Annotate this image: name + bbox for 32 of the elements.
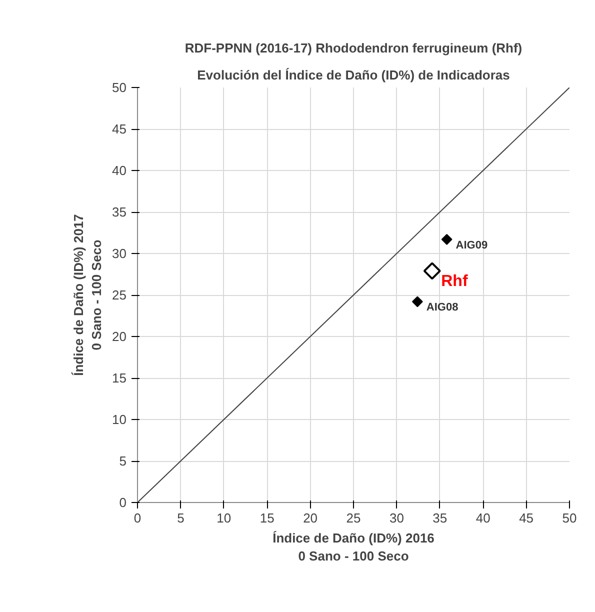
y-tick-label: 30 (112, 246, 127, 261)
x-tick-label: 20 (303, 510, 318, 526)
x-axis-title: Índice de Daño (ID%) 2016 0 Sano - 100 Seco (272, 530, 434, 564)
series-label: Rhf (441, 272, 468, 290)
x-tick-label: 0 (134, 510, 142, 526)
y-tick-label: 5 (119, 454, 127, 468)
y-tick-label: 40 (112, 163, 127, 178)
point (412, 296, 423, 308)
y-tick-label: 50 (112, 80, 127, 95)
x-tick-label: 50 (562, 510, 577, 526)
x-tick-label: 5 (177, 510, 184, 526)
y-tick-label: 25 (112, 288, 127, 302)
y-tick-label: 35 (112, 204, 127, 220)
point (423, 262, 441, 280)
x-tick-label: 45 (519, 510, 534, 526)
y-tick-label: 15 (112, 370, 127, 386)
series-label: AIG09 (456, 239, 488, 252)
y-tick-label: 0 (119, 495, 127, 510)
chart-title: RDF-PPNN (2016-17) Rhododendron ferrugineum (Rhf) (184, 40, 522, 56)
x-tick-label: 40 (476, 510, 490, 526)
x-tick-label: 30 (389, 510, 404, 526)
point (441, 234, 452, 245)
y-tick-label: 45 (112, 122, 127, 136)
chart-subtitle: Evolución del Índice de Daño (ID%) de Indicadoras (197, 68, 510, 82)
y-axis-title: Índice de Daño (ID%) 2017 0 Sano - 100 Seco (71, 214, 104, 376)
x-tick-label: 10 (216, 510, 232, 526)
y-tick-label: 20 (112, 329, 127, 344)
y-tick-label: 10 (112, 412, 127, 427)
series-label: AIG08 (426, 302, 458, 314)
x-tick-label: 35 (432, 510, 448, 526)
x-tick-label: 25 (346, 510, 361, 526)
x-tick-label: 15 (260, 510, 274, 526)
